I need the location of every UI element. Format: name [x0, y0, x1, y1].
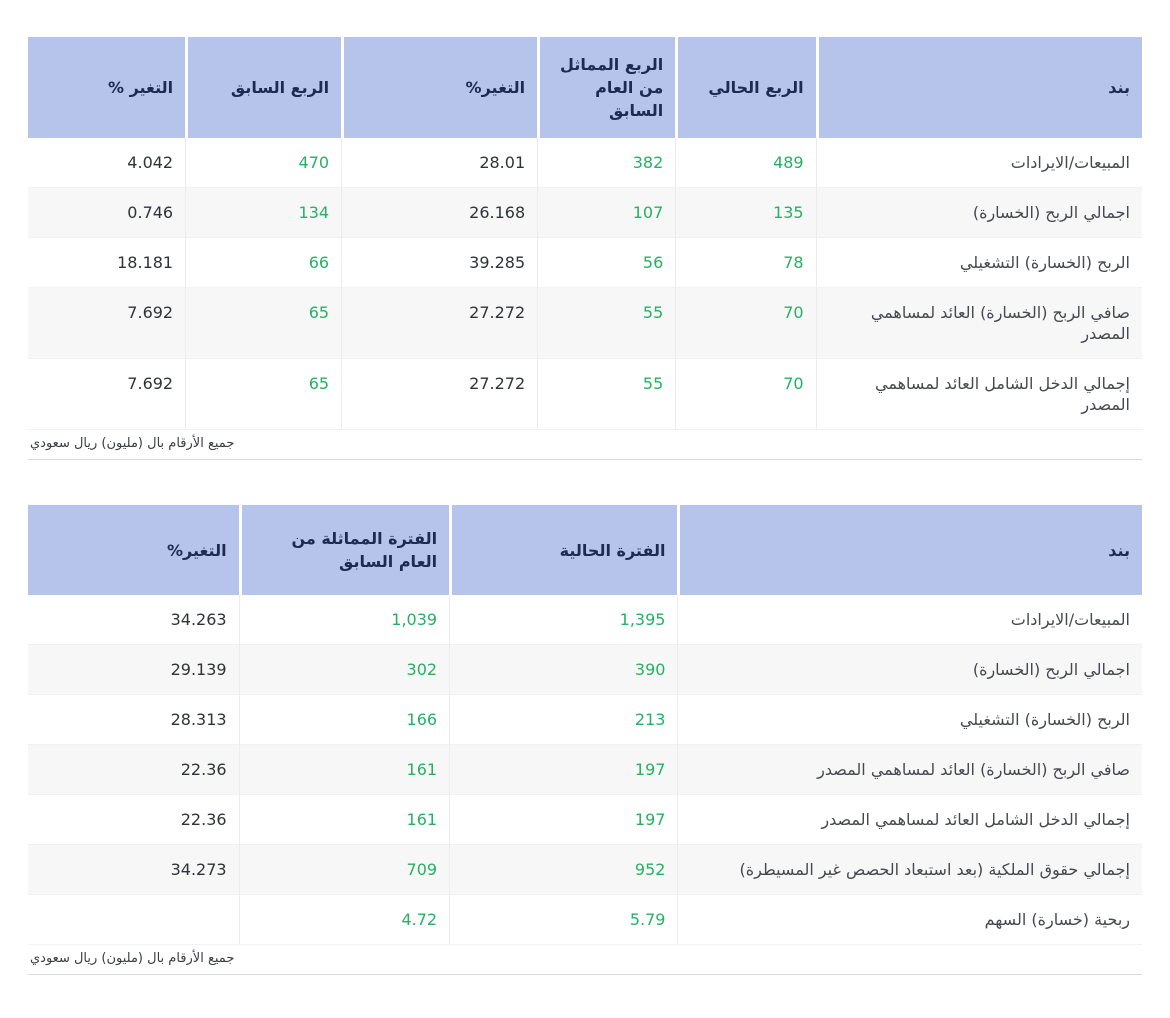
value-cell-same-period-previous-year: 1,039 — [238, 595, 450, 645]
period-results-section: بند الفترة الحالية الفترة المماثلة من العا… — [28, 505, 1142, 975]
value-cell-change-vs-previous-quarter: 18.181 — [28, 238, 186, 288]
table-row: ربحية (خسارة) السهم 5.79 4.72 — [28, 895, 1142, 945]
value-cell-same-period-previous-year: 161 — [238, 795, 450, 845]
value-cell-same-period-previous-year: 166 — [238, 695, 450, 745]
table-row: اجمالي الربح (الخسارة) 390 302 29.139 — [28, 645, 1142, 695]
item-cell: إجمالي الدخل الشامل العائد لمساهمي المصد… — [815, 359, 1142, 430]
item-cell: صافي الربح (الخسارة) العائد لمساهمي المص… — [677, 745, 1142, 795]
table-row: الربح (الخسارة) التشغيلي 213 166 28.313 — [28, 695, 1142, 745]
value-cell-change: 22.36 — [28, 745, 239, 795]
value-cell-same-quarter-previous-year: 55 — [537, 359, 676, 430]
value-cell-previous-quarter: 65 — [185, 359, 342, 430]
value-cell-same-period-previous-year: 4.72 — [238, 895, 450, 945]
value-cell-same-period-previous-year: 709 — [238, 845, 450, 895]
value-cell-change: 34.263 — [28, 595, 239, 645]
item-cell: ربحية (خسارة) السهم — [677, 895, 1142, 945]
column-header-same-period-previous-year: الفترة المماثلة من العام السابق — [238, 505, 450, 595]
value-cell-previous-quarter: 470 — [185, 138, 342, 188]
item-cell: اجمالي الربح (الخسارة) — [677, 645, 1142, 695]
value-cell-change-vs-previous-quarter: 7.692 — [28, 359, 186, 430]
value-cell-change — [28, 895, 239, 945]
column-header-current-quarter: الربع الحالي — [675, 37, 816, 138]
value-cell-change-vs-previous-quarter: 4.042 — [28, 138, 186, 188]
value-cell-change: 28.313 — [28, 695, 239, 745]
item-cell: الربح (الخسارة) التشغيلي — [677, 695, 1142, 745]
value-cell-change-vs-same-quarter: 26.168 — [341, 188, 538, 238]
value-cell-previous-quarter: 66 — [185, 238, 342, 288]
value-cell-change-vs-same-quarter: 27.272 — [341, 288, 538, 359]
value-cell-current-quarter: 78 — [675, 238, 816, 288]
value-cell-current-period: 1,395 — [449, 595, 678, 645]
table-row: صافي الربح (الخسارة) العائد لمساهمي المص… — [28, 288, 1142, 359]
table-row: إجمالي حقوق الملكية (بعد استبعاد الحصص غ… — [28, 845, 1142, 895]
period-table-footnote: جميع الأرقام بال (مليون) ريال سعودي — [28, 945, 1142, 975]
table-row: المبيعات/الايرادات 489 382 28.01 470 4.042 — [28, 138, 1142, 188]
value-cell-current-quarter: 70 — [675, 288, 816, 359]
item-cell: الربح (الخسارة) التشغيلي — [815, 238, 1142, 288]
value-cell-change-vs-same-quarter: 27.272 — [341, 359, 538, 430]
item-cell: صافي الربح (الخسارة) العائد لمساهمي المص… — [815, 288, 1142, 359]
item-cell: إجمالي حقوق الملكية (بعد استبعاد الحصص غ… — [677, 845, 1142, 895]
item-cell: المبيعات/الايرادات — [815, 138, 1142, 188]
financial-results-page: بند الربع الحالي الربع المماثل من العام ال… — [28, 37, 1142, 975]
value-cell-current-period: 952 — [449, 845, 678, 895]
value-cell-current-period: 213 — [449, 695, 678, 745]
column-header-current-period: الفترة الحالية — [449, 505, 678, 595]
value-cell-current-quarter: 70 — [675, 359, 816, 430]
table-row: صافي الربح (الخسارة) العائد لمساهمي المص… — [28, 745, 1142, 795]
header-row: بند الربع الحالي الربع المماثل من العام ال… — [28, 37, 1142, 138]
value-cell-current-period: 5.79 — [449, 895, 678, 945]
value-cell-change-vs-same-quarter: 28.01 — [341, 138, 538, 188]
value-cell-current-period: 197 — [449, 795, 678, 845]
column-header-change-vs-previous-quarter: التغير % — [28, 37, 186, 138]
value-cell-current-period: 197 — [449, 745, 678, 795]
column-header-item: بند — [677, 505, 1142, 595]
value-cell-current-quarter: 135 — [675, 188, 816, 238]
value-cell-same-period-previous-year: 302 — [238, 645, 450, 695]
value-cell-current-period: 390 — [449, 645, 678, 695]
value-cell-same-quarter-previous-year: 107 — [537, 188, 676, 238]
quarterly-results-section: بند الربع الحالي الربع المماثل من العام ال… — [28, 37, 1142, 460]
item-cell: اجمالي الربح (الخسارة) — [815, 188, 1142, 238]
item-cell: المبيعات/الايرادات — [677, 595, 1142, 645]
quarterly-results-table: بند الربع الحالي الربع المماثل من العام ال… — [28, 37, 1142, 430]
value-cell-change: 34.273 — [28, 845, 239, 895]
column-header-item: بند — [815, 37, 1142, 138]
table-row: المبيعات/الايرادات 1,395 1,039 34.263 — [28, 595, 1142, 645]
quarterly-table-footnote: جميع الأرقام بال (مليون) ريال سعودي — [28, 430, 1142, 460]
value-cell-change-vs-previous-quarter: 7.692 — [28, 288, 186, 359]
value-cell-change: 29.139 — [28, 645, 239, 695]
value-cell-same-quarter-previous-year: 55 — [537, 288, 676, 359]
value-cell-change: 22.36 — [28, 795, 239, 845]
value-cell-previous-quarter: 65 — [185, 288, 342, 359]
column-header-same-quarter-previous-year: الربع المماثل من العام السابق — [537, 37, 676, 138]
value-cell-same-quarter-previous-year: 56 — [537, 238, 676, 288]
value-cell-current-quarter: 489 — [675, 138, 816, 188]
table-row: الربح (الخسارة) التشغيلي 78 56 39.285 66 18.1… — [28, 238, 1142, 288]
table-row: إجمالي الدخل الشامل العائد لمساهمي المصد… — [28, 795, 1142, 845]
value-cell-change-vs-same-quarter: 39.285 — [341, 238, 538, 288]
header-row: بند الفترة الحالية الفترة المماثلة من العا… — [28, 505, 1142, 595]
value-cell-change-vs-previous-quarter: 0.746 — [28, 188, 186, 238]
column-header-change: التغير% — [28, 505, 239, 595]
period-results-table: بند الفترة الحالية الفترة المماثلة من العا… — [28, 505, 1142, 945]
column-header-change-vs-same-quarter: التغير% — [341, 37, 538, 138]
table-row: اجمالي الربح (الخسارة) 135 107 26.168 134 0.7… — [28, 188, 1142, 238]
item-cell: إجمالي الدخل الشامل العائد لمساهمي المصد… — [677, 795, 1142, 845]
column-header-previous-quarter: الربع السابق — [185, 37, 342, 138]
table-row: إجمالي الدخل الشامل العائد لمساهمي المصد… — [28, 359, 1142, 430]
value-cell-same-period-previous-year: 161 — [238, 745, 450, 795]
value-cell-same-quarter-previous-year: 382 — [537, 138, 676, 188]
value-cell-previous-quarter: 134 — [185, 188, 342, 238]
